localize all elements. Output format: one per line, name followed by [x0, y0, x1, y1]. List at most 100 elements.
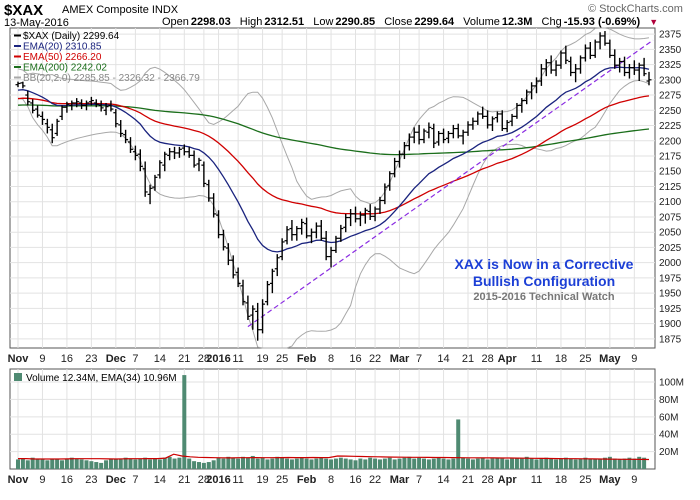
- ohlc-bar: [216, 210, 222, 239]
- volume-bar: [549, 458, 554, 469]
- ohlc-bar: [392, 157, 398, 178]
- ohlc-bar: [103, 102, 109, 116]
- ohlc-bar: [260, 299, 266, 334]
- volume-bar: [451, 458, 456, 469]
- ohlc-bar: [269, 268, 275, 294]
- volume-x-tick-label: 9: [631, 474, 637, 486]
- ohlc-bar: [142, 161, 148, 197]
- ohlc-bar: [441, 128, 447, 144]
- price-y-tick-label: 2175: [659, 152, 682, 163]
- volume-bar: [99, 462, 104, 469]
- volume-bar: [206, 462, 211, 469]
- ohlc-bar: [123, 129, 129, 144]
- volume-x-tick-label: 11: [531, 474, 542, 486]
- ohlc-bar: [220, 229, 226, 251]
- ohlc-bar: [44, 118, 50, 134]
- volume-bar: [84, 460, 89, 469]
- volume-bar: [539, 458, 544, 469]
- price-x-tick-label: 9: [39, 353, 45, 365]
- ohlc-bar: [113, 109, 119, 128]
- ohlc-bar: [304, 217, 310, 239]
- bollinger-lower-line: [17, 79, 650, 349]
- ohlc-bar: [641, 57, 647, 77]
- ohlc-bar: [274, 254, 280, 277]
- ohlc-bar: [416, 124, 422, 145]
- ohlc-bar: [626, 63, 632, 79]
- quote-date: 13-May-2016: [4, 17, 69, 29]
- price-y-tick-label: 2200: [659, 136, 682, 147]
- ohlc-bar: [460, 129, 466, 145]
- ohlc-bar: [450, 124, 456, 139]
- volume-bar: [152, 458, 157, 469]
- ohlc-bar: [308, 228, 314, 244]
- ohlc-bar: [294, 226, 300, 241]
- price-y-tick-label: 1950: [659, 289, 682, 300]
- ohlc-bar: [137, 149, 143, 172]
- ohlc-bar: [255, 302, 261, 341]
- price-x-tick-label: 25: [276, 353, 288, 365]
- ohlc-bar: [83, 100, 89, 111]
- volume-bar: [128, 458, 133, 469]
- ohlc-bar: [431, 123, 437, 149]
- ohlc-bar: [264, 280, 270, 306]
- volume-bar: [143, 457, 148, 469]
- volume-bar: [598, 458, 603, 469]
- volume-x-tick-label: 19: [256, 474, 268, 486]
- price-y-tick-label: 2325: [659, 60, 682, 71]
- trend-line: [247, 39, 654, 328]
- volume-x-tick-label: 21: [178, 474, 190, 486]
- volume-bar: [495, 457, 500, 469]
- ohlc-bar: [382, 183, 388, 205]
- ohlc-bar: [622, 56, 628, 77]
- ohlc-bar: [279, 238, 285, 261]
- ohlc-bar: [176, 146, 182, 158]
- volume-x-tick-label: Dec: [106, 474, 126, 486]
- ohlc-bar: [328, 246, 334, 268]
- ohlc-bar: [191, 150, 197, 168]
- volume-x-tick-label: 7: [132, 474, 138, 486]
- volume-bar: [231, 457, 236, 469]
- volume-bar: [123, 457, 128, 469]
- brand-watermark[interactable]: © StockCharts.com: [588, 3, 683, 15]
- price-y-tick-label: 1875: [659, 334, 682, 345]
- price-x-tick-label: 21: [462, 353, 474, 365]
- volume-bar: [373, 458, 378, 469]
- volume-value: 12.3M: [501, 16, 533, 28]
- price-x-tick-label: Apr: [498, 353, 518, 365]
- volume-legend-label: Volume 12.34M, EMA(34) 10.96M: [26, 373, 177, 384]
- volume-bar: [294, 458, 299, 469]
- price-x-tick-label: 16: [349, 353, 361, 365]
- ohlc-bar: [15, 81, 21, 88]
- volume-bar: [382, 458, 387, 469]
- volume-bar: [461, 457, 466, 469]
- volume-x-tick-label: 18: [555, 474, 567, 486]
- ohlc-bar: [284, 226, 290, 245]
- price-y-tick-label: 2125: [659, 182, 682, 193]
- ohlc-bar: [333, 235, 339, 253]
- ohlc-bar: [397, 150, 403, 168]
- open-label: Open: [162, 16, 189, 28]
- volume-bar: [329, 459, 334, 469]
- volume-bar: [441, 458, 446, 469]
- ohlc-bar: [578, 55, 584, 74]
- ohlc-bar: [235, 267, 241, 288]
- volume-bar: [637, 456, 642, 469]
- ohlc-bar: [524, 89, 530, 105]
- volume-x-tick-label: 25: [579, 474, 591, 486]
- ohlc-bar: [39, 111, 45, 125]
- price-x-tick-label: 28: [198, 353, 210, 365]
- ohlc-bar: [313, 222, 319, 239]
- ohlc-bar: [470, 117, 476, 130]
- volume-x-tick-label: 28: [198, 474, 210, 486]
- ohlc-bar: [206, 179, 212, 202]
- volume-bar: [514, 457, 519, 469]
- volume-bar: [289, 459, 294, 469]
- ohlc-bar: [240, 279, 246, 306]
- volume-x-tick-label: Mar: [390, 474, 410, 486]
- ohlc-bar: [597, 32, 603, 50]
- volume-bar: [568, 458, 573, 469]
- volume-bar: [226, 456, 231, 469]
- ohlc-bar: [157, 160, 163, 179]
- price-x-tick-label: 16: [61, 353, 73, 365]
- volume-bar: [172, 458, 177, 469]
